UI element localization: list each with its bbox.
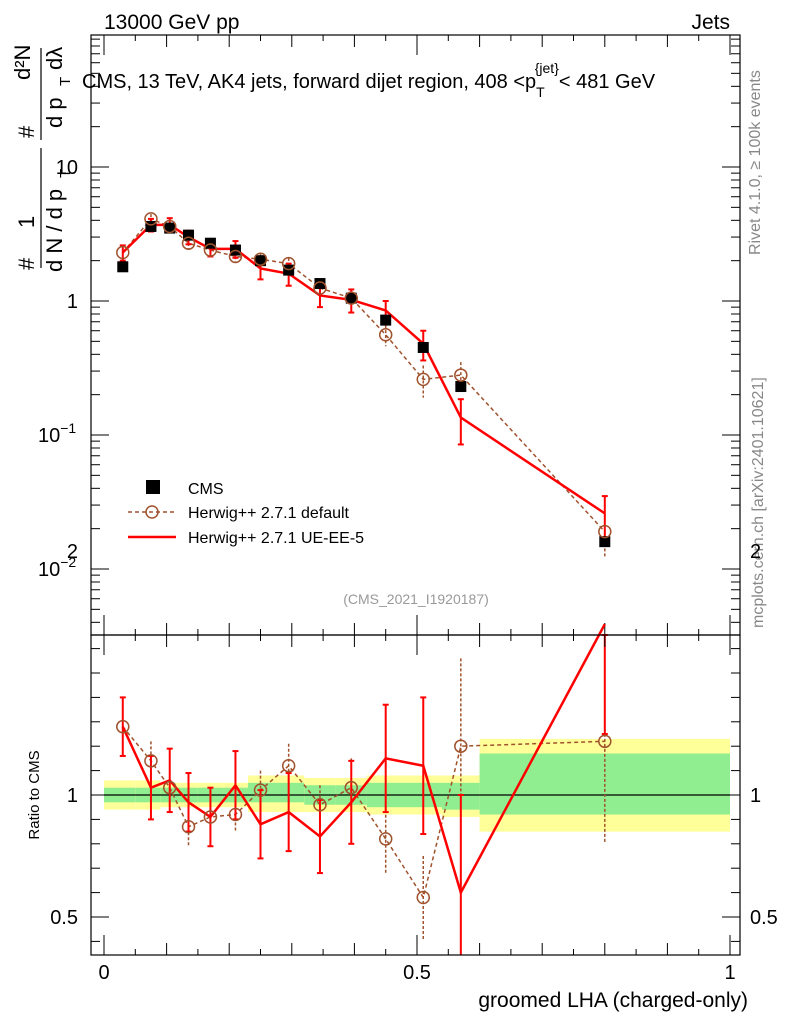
cms-point xyxy=(145,220,157,232)
ratio-plot-marks xyxy=(104,623,730,955)
cms-point xyxy=(314,278,326,290)
ratio-default-point xyxy=(454,739,468,753)
cms-point xyxy=(455,381,467,393)
ratio-xtick-label: 0.5 xyxy=(403,962,431,984)
ratio-default-point xyxy=(162,780,177,795)
ratio-ytick-label-right: 2 xyxy=(750,541,761,563)
ratio-ueee5-line xyxy=(121,623,606,896)
default-point xyxy=(313,281,327,295)
main-ylabel: # 1 d N / d p T # d p T dλ d²N xyxy=(10,45,74,272)
default-point xyxy=(378,327,393,342)
ratio-default-point xyxy=(144,754,158,768)
legend-default-label: Herwig++ 2.7.1 default xyxy=(188,505,350,522)
cms-point xyxy=(345,292,357,304)
ratio-default-point xyxy=(181,819,196,834)
ratio-default-point xyxy=(598,734,612,749)
legend-cms-label: CMS xyxy=(188,481,224,498)
ratio-xtick-label: 1 xyxy=(724,962,735,984)
legend-default-marker xyxy=(145,505,159,519)
ratio-xlabel: groomed LHA (charged-only) xyxy=(478,989,748,1012)
default-point xyxy=(144,212,158,226)
ratio-default-point xyxy=(253,783,268,797)
cms-point xyxy=(255,255,266,267)
ratio-ytick-label-right: 1 xyxy=(750,785,761,807)
svg-text:d p: d p xyxy=(42,97,67,128)
analysis-watermark: (CMS_2021_I1920187) xyxy=(343,591,489,607)
ratio-default-point xyxy=(228,807,243,822)
ratio-ytick-label-left: 2 xyxy=(67,541,78,563)
svg-text:#: # xyxy=(14,125,39,138)
main-ytick-label: 10 xyxy=(56,157,78,179)
default-series-line xyxy=(122,217,606,533)
cms-point xyxy=(204,237,216,249)
ratio-default-point xyxy=(416,890,431,905)
svg-text:d²N: d²N xyxy=(10,45,35,80)
cms-point xyxy=(183,229,195,241)
ratio-ytick-label-left: 0.5 xyxy=(50,907,78,929)
default-point xyxy=(598,524,612,539)
ratio-default-point xyxy=(344,780,359,795)
header-left: 13000 GeV pp xyxy=(104,11,239,34)
legend-cms-marker xyxy=(146,480,160,494)
ratio-default-point xyxy=(313,798,327,812)
svg-text:T: T xyxy=(57,169,74,178)
header-right: Jets xyxy=(691,11,730,34)
default-point xyxy=(228,249,243,264)
ratio-default-point xyxy=(281,758,296,773)
ueee5-series-line xyxy=(121,223,606,515)
chart-title: CMS, 13 TeV, AK4 jets, forward dijet reg… xyxy=(82,60,656,100)
default-point xyxy=(116,245,130,260)
ratio-axes: 0 0.5 1 0.5 0.5 1 1 2 2 xyxy=(50,541,778,984)
cms-point xyxy=(417,341,429,353)
default-point xyxy=(253,252,268,266)
ratio-ylabel: Ratio to CMS xyxy=(26,750,43,839)
rivet-label: Rivet 4.1.0, ≥ 100k events xyxy=(747,70,764,255)
cms-point xyxy=(164,222,176,234)
mcplots-label: mcplots.cern.ch [arXiv:2401.10621] xyxy=(750,377,767,628)
ratio-ytick-label-right: 0.5 xyxy=(750,907,778,929)
default-point xyxy=(344,291,359,305)
svg-text:#: # xyxy=(14,257,39,270)
svg-text:d N / d p: d N / d p xyxy=(42,189,67,272)
default-point xyxy=(454,368,468,382)
ratio-default-point xyxy=(203,810,218,824)
ratio-default-point xyxy=(378,832,393,846)
legend: CMS Herwig++ 2.7.1 default Herwig++ 2.7.… xyxy=(128,480,364,547)
default-point xyxy=(281,256,296,271)
svg-text:1: 1 xyxy=(14,216,39,228)
cms-point xyxy=(117,261,129,273)
default-point xyxy=(203,243,218,257)
default-point xyxy=(162,219,177,234)
main-ytick-label: 1 xyxy=(67,291,78,313)
svg-text:T: T xyxy=(57,77,74,86)
legend-ueee5-label: Herwig++ 2.7.1 UE-EE-5 xyxy=(188,530,364,547)
main-plot-marks xyxy=(116,212,612,559)
cms-point xyxy=(599,536,611,548)
ratio-panel: 0 0.5 1 0.5 0.5 1 1 2 2 Ratio to CMS groomed LHA… xyxy=(26,541,778,1012)
default-point xyxy=(181,236,196,250)
svg-text:dλ: dλ xyxy=(42,47,67,70)
ratio-xtick-label: 0 xyxy=(98,962,109,984)
ratio-ytick-label-left: 1 xyxy=(67,785,78,807)
ratio-default-line xyxy=(122,726,605,900)
ratio-default-point xyxy=(116,719,130,734)
default-point xyxy=(416,372,431,387)
main-ytick-label: 10−1 xyxy=(38,420,76,447)
cms-point xyxy=(380,314,392,326)
